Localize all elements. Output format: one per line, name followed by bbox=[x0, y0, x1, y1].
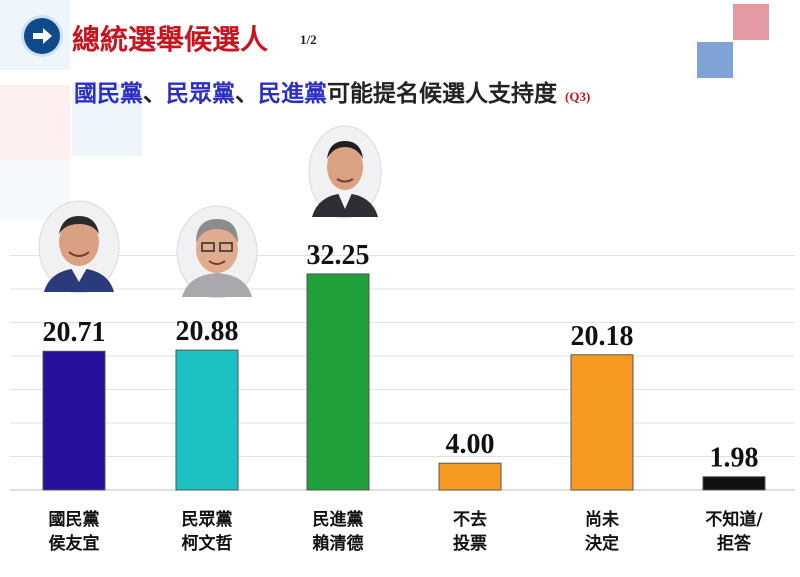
decor-square bbox=[0, 85, 70, 160]
decor-square-blue bbox=[697, 42, 733, 78]
category-label-line: 拒答 bbox=[717, 534, 751, 554]
subtitle-separator: 、 bbox=[143, 81, 166, 107]
bar bbox=[702, 476, 766, 491]
data-label: 4.00 bbox=[446, 429, 495, 460]
category-label: 不去 投票 bbox=[410, 508, 530, 556]
category-label: 尚未 決定 bbox=[542, 508, 662, 556]
data-label: 20.18 bbox=[571, 321, 634, 352]
subtitle-party: 民進黨 bbox=[258, 81, 327, 107]
data-label: 20.88 bbox=[176, 316, 239, 347]
category-label-line: 尚未 bbox=[585, 510, 619, 530]
bar bbox=[570, 354, 634, 491]
bar bbox=[175, 349, 239, 491]
category-label-line: 民進黨 bbox=[312, 510, 364, 530]
data-label: 32.25 bbox=[307, 240, 370, 271]
category-label: 民進黨 賴清德 bbox=[278, 508, 398, 556]
decor-square bbox=[72, 84, 142, 156]
category-label-line: 投票 bbox=[453, 534, 487, 554]
data-label: 20.71 bbox=[43, 317, 106, 348]
page-number: 1/2 bbox=[300, 32, 317, 47]
page-title: 總統選舉候選人 bbox=[72, 23, 269, 56]
category-label-line: 國民黨 bbox=[48, 510, 100, 530]
category-label-line: 決定 bbox=[585, 534, 619, 554]
category-label: 不知道/拒答 bbox=[674, 508, 794, 556]
category-label-line: 民眾黨 bbox=[181, 510, 233, 530]
subtitle-party: 國民黨 bbox=[74, 81, 143, 107]
question-tag: (Q3) bbox=[565, 89, 591, 104]
subtitle-text: 可能提名候選人支持度 bbox=[327, 81, 557, 107]
subtitle-party: 民眾黨 bbox=[166, 81, 235, 107]
subtitle-separator: 、 bbox=[235, 81, 258, 107]
candidate-photo-lai bbox=[308, 125, 382, 219]
candidate-photo-ko bbox=[176, 205, 258, 299]
category-label-line: 柯文哲 bbox=[181, 534, 233, 554]
category-label: 民眾黨 柯文哲 bbox=[147, 508, 267, 556]
candidate-photo-hou bbox=[38, 200, 120, 294]
category-label-line: 不知道/ bbox=[705, 510, 763, 530]
category-label-line: 侯友宜 bbox=[48, 534, 100, 554]
bar bbox=[438, 462, 502, 491]
bar bbox=[306, 273, 370, 491]
category-label-line: 不去 bbox=[453, 510, 487, 530]
data-label: 1.98 bbox=[710, 443, 759, 474]
decor-square-red bbox=[733, 4, 769, 40]
category-label: 國民黨 侯友宜 bbox=[14, 508, 134, 556]
bar bbox=[42, 350, 106, 491]
arrow-right-icon bbox=[24, 18, 60, 54]
category-label-line: 賴清德 bbox=[312, 534, 364, 554]
chart-subtitle: 國民黨、民眾黨、民進黨可能提名候選人支持度 (Q3) bbox=[74, 74, 590, 108]
